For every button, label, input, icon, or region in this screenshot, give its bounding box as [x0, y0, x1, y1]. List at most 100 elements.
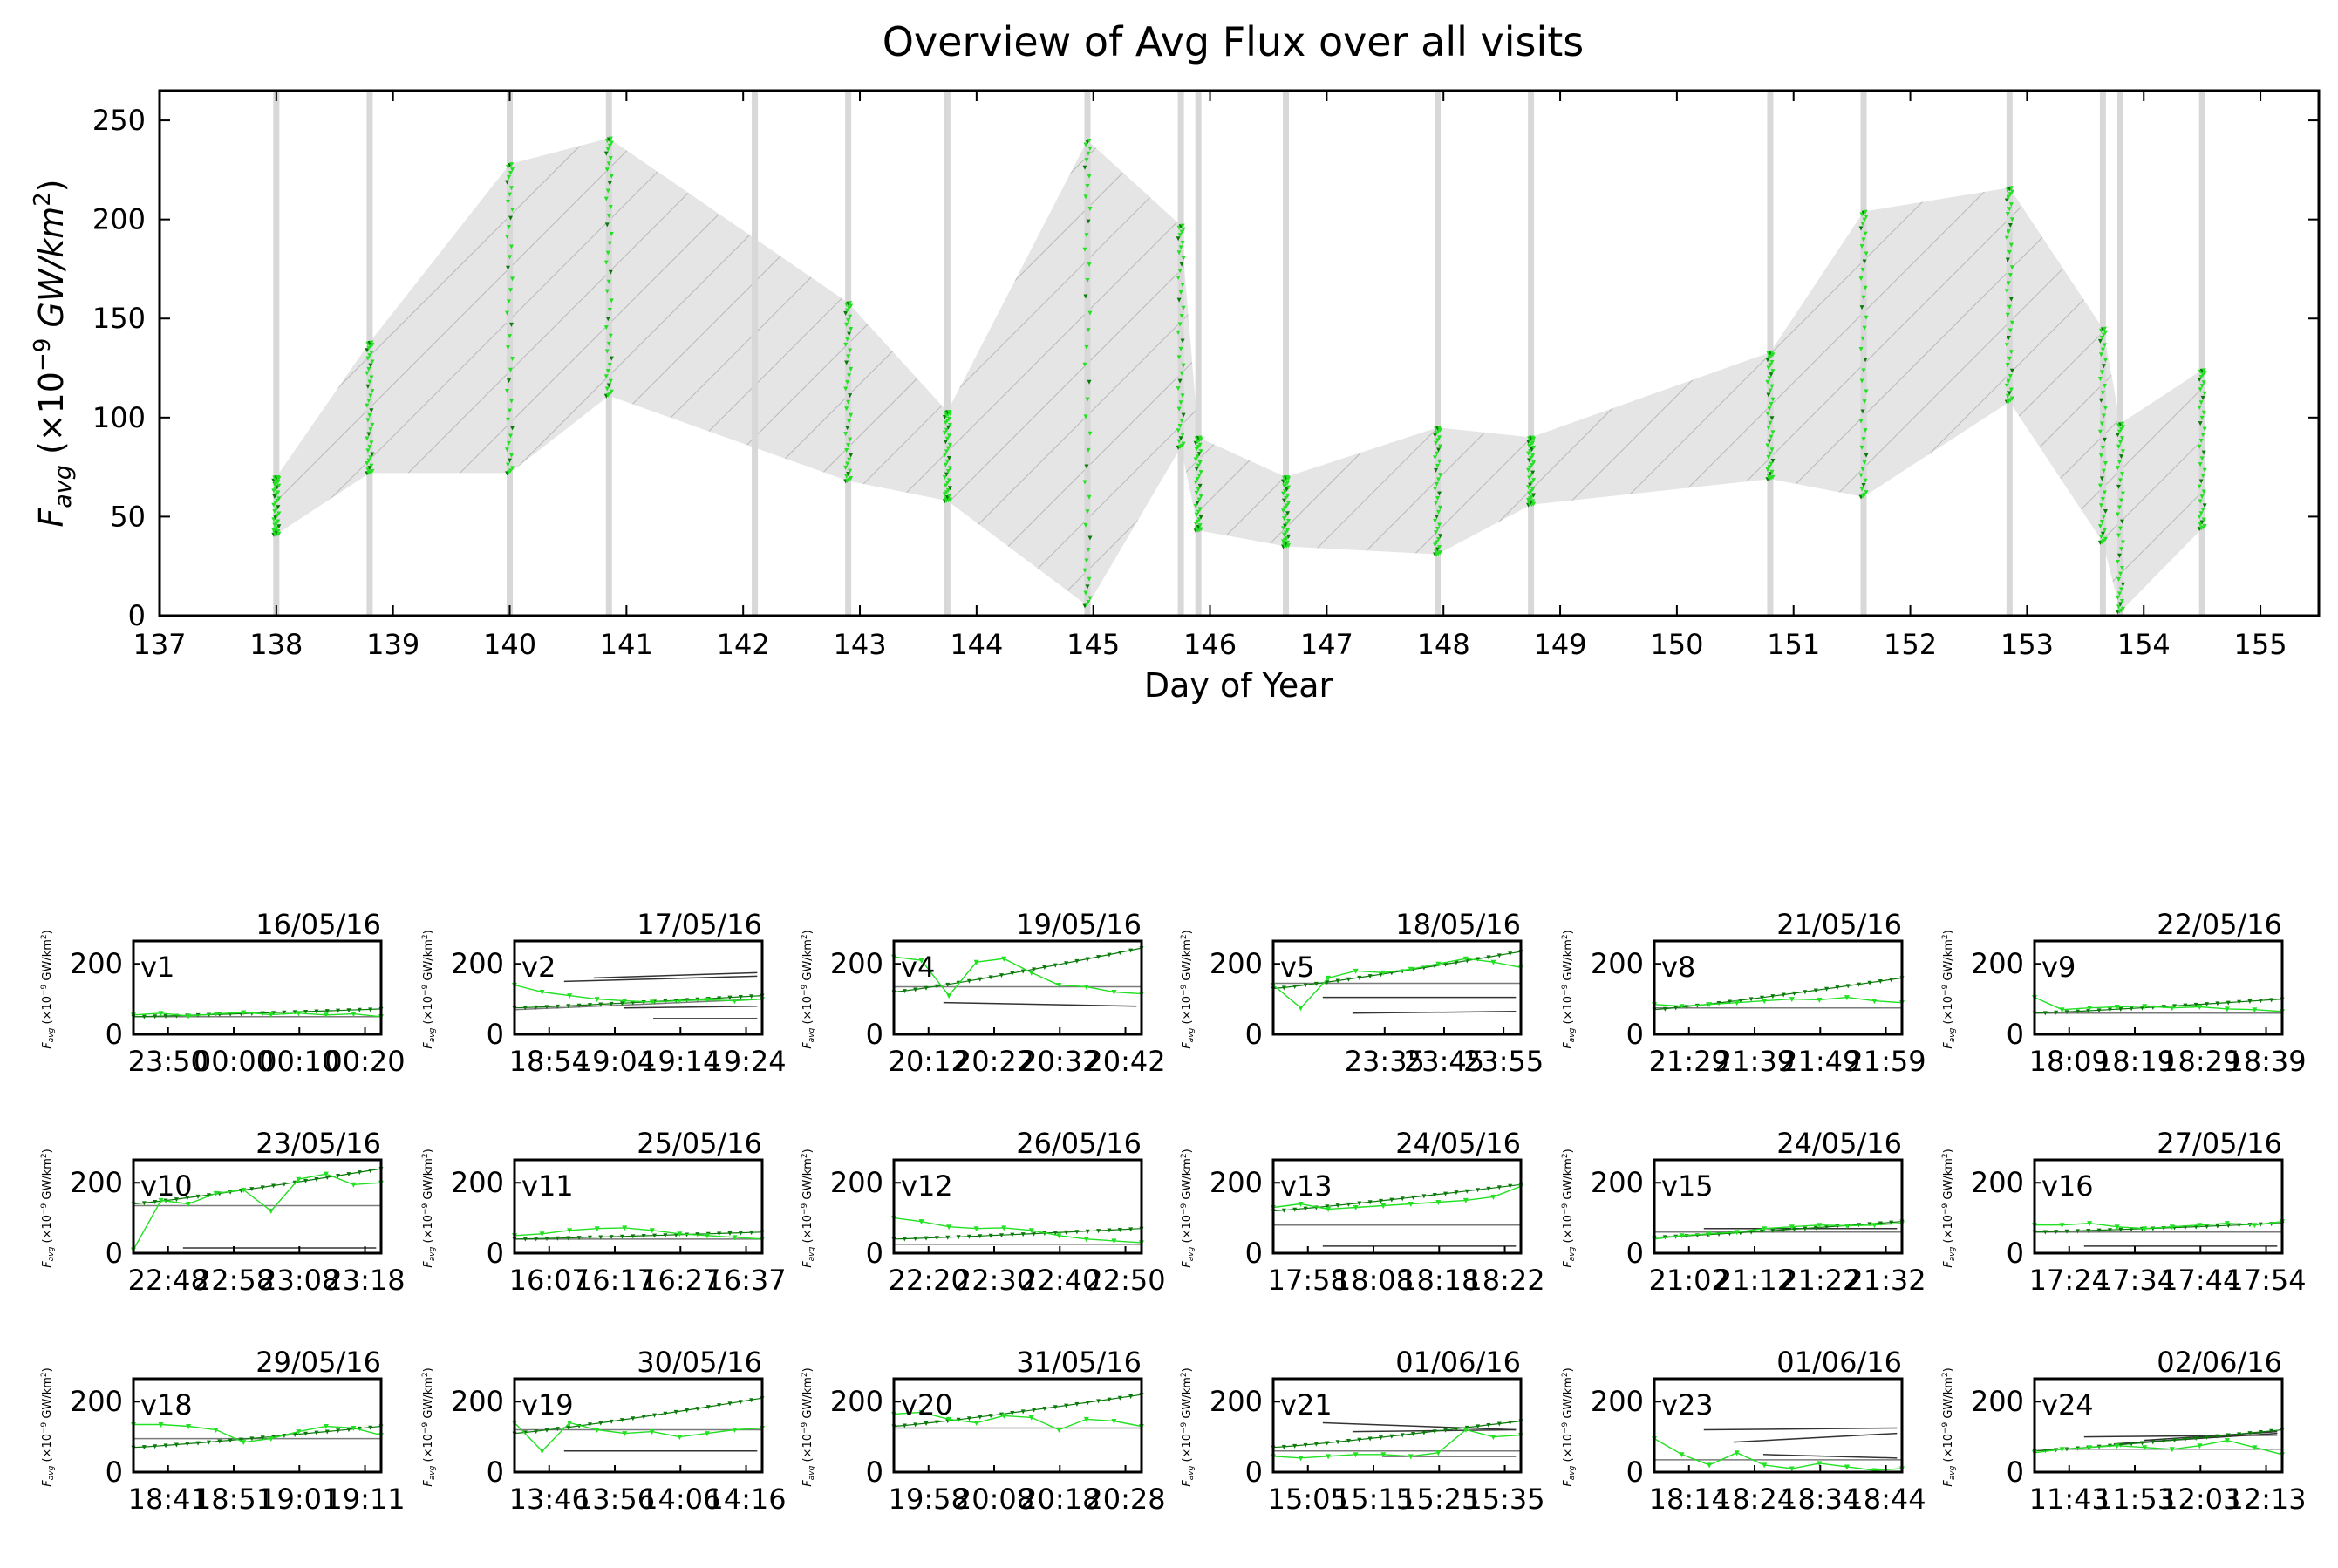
- flux-point-6-33: [1085, 183, 1090, 188]
- y-ticks: 0 50 100 150 200 250: [92, 104, 2319, 632]
- panel-y-tick-label-0: 0: [1245, 1018, 1263, 1051]
- panel-v12: Favg (×10−9 GW/km2) 0 200 22:2022:3022:4022…: [801, 1127, 1166, 1297]
- flux-point-6-11: [1083, 522, 1088, 528]
- flux-point-17-17: [2202, 467, 2207, 473]
- flux-point-10-11: [1434, 530, 1439, 535]
- flux-point-4-27: [848, 348, 853, 353]
- flux-point-14-10: [2009, 368, 2014, 373]
- flux-point-4-32: [844, 322, 849, 327]
- flux-point-12-41: [1769, 350, 1775, 355]
- flux-point-9-26: [1284, 495, 1289, 501]
- flux-point-15-16: [2101, 468, 2106, 474]
- flux-point-1-6: [369, 463, 374, 468]
- flux-point-1-5: [367, 466, 372, 471]
- panel-y-tick-label-1: 200: [830, 1166, 883, 1199]
- flux-point-3-30: [607, 181, 612, 186]
- flux-point-15-8: [2099, 519, 2104, 524]
- flux-point-14-12: [2007, 356, 2012, 361]
- flux-point-7-8: [1177, 424, 1183, 429]
- flux-point-12-10: [1770, 458, 1776, 463]
- flux-point-0-23: [275, 498, 280, 503]
- flux-point-1-19: [367, 412, 372, 418]
- flux-point-5-8: [944, 490, 949, 495]
- panel-y-tick-label-0: 0: [1245, 1237, 1263, 1270]
- flux-point-14-7: [2004, 383, 2009, 388]
- panel-x-tick-label-3: 22:50: [1085, 1264, 1165, 1297]
- panel-v2: Favg (×10−9 GW/km2) 0 200 18:5419:0419:1419…: [421, 908, 787, 1078]
- flux-point-6-28: [1082, 247, 1087, 252]
- flux-point-11-13: [1530, 487, 1536, 492]
- panel-visit-label: v12: [901, 1169, 953, 1203]
- flux-point-0-22: [273, 501, 278, 506]
- flux-point-2-11: [506, 417, 511, 422]
- flux-point-12-22: [1767, 406, 1772, 412]
- flux-point-4-13: [848, 437, 853, 442]
- flux-point-2-13: [509, 399, 515, 404]
- flux-point-8-31: [1198, 449, 1203, 454]
- flux-point-4-3: [849, 476, 854, 481]
- flux-point-16-13: [2119, 565, 2124, 570]
- flux-point-14-28: [2004, 235, 2009, 241]
- flux-point-9-31: [1286, 485, 1292, 490]
- flux-point-2-29: [507, 225, 512, 230]
- panel-frame: [2033, 1377, 2284, 1474]
- flux-point-5-28: [942, 430, 947, 435]
- flux-point-6-15: [1084, 464, 1089, 469]
- flux-point-14-31: [2009, 217, 2014, 222]
- flux-point-2-30: [508, 215, 514, 221]
- panel-frame: [1271, 939, 1523, 1036]
- flux-point-11-15: [1528, 482, 1533, 487]
- flux-point-16-36: [2116, 429, 2122, 434]
- main-chart: 137 138 139 140 141 142 143 144 145 146 147 148 149 1…: [30, 89, 2321, 705]
- flux-point-4-5: [846, 471, 851, 476]
- flux-point-11-34: [1530, 440, 1536, 446]
- flux-point-7-23: [1179, 314, 1184, 319]
- flux-point-0-19: [274, 507, 279, 512]
- panel-v8: Favg (×10−9 GW/km2)020021:2921:3921:4921…: [1561, 908, 1926, 1078]
- panel-y-tick-label-0: 0: [2007, 1456, 2024, 1489]
- flux-point-1-41: [369, 340, 374, 345]
- flux-point-13-24: [1864, 315, 1869, 320]
- panel-x-tick-label-3: 14:16: [705, 1483, 786, 1516]
- flux-point-10-20: [1437, 491, 1442, 496]
- flux-point-6-10: [1087, 535, 1093, 541]
- flux-point-3-11: [604, 349, 610, 354]
- flux-point-8-20: [1197, 483, 1203, 488]
- flux-point-12-35: [1765, 358, 1770, 363]
- panel-y-tick-label-0: 0: [1245, 1456, 1263, 1489]
- flux-point-6-27: [1087, 262, 1092, 267]
- flux-point-2-7: [505, 447, 510, 453]
- flux-point-17-10: [2202, 503, 2207, 508]
- panel-flux-line: [1653, 996, 1903, 1007]
- flux-point-2-41: [509, 162, 515, 167]
- flux-point-4-34: [848, 314, 853, 319]
- panel-date-label: 21/05/16: [1776, 908, 1902, 941]
- flux-point-2-34: [509, 186, 515, 191]
- flux-point-1-23: [368, 393, 373, 399]
- flux-point-4-7: [843, 465, 849, 470]
- flux-point-5-3: [947, 497, 952, 502]
- flux-point-13-38: [1864, 215, 1869, 220]
- flux-point-10-9: [1436, 536, 1442, 542]
- panel-flux-line: [133, 1423, 382, 1443]
- flux-point-9-15: [1283, 523, 1288, 528]
- panel-gray-line-0: [1703, 1427, 1898, 1431]
- panel-x-tick-label-0: 18:54: [509, 1045, 590, 1078]
- flux-point-17-6: [2201, 517, 2206, 522]
- flux-point-15-37: [2101, 332, 2106, 337]
- flux-point-4-9: [847, 457, 852, 462]
- flux-point-1-15: [366, 432, 371, 437]
- flux-point-3-6: [608, 378, 613, 384]
- flux-point-11-24: [1531, 460, 1537, 466]
- flux-point-5-16: [945, 469, 951, 474]
- flux-point-6-25: [1083, 294, 1088, 299]
- panel-x-tick-label-2: 21:22: [1780, 1264, 1860, 1297]
- flux-point-8-8: [1195, 519, 1200, 524]
- flux-point-13-5: [1861, 483, 1866, 488]
- flux-point-9-41: [1285, 475, 1291, 481]
- flux-point-3-18: [604, 289, 610, 294]
- panel-x-tick-label-2: 18:34: [1780, 1483, 1860, 1516]
- panel-gray-line-2: [623, 1005, 758, 1009]
- flux-point-15-34: [2102, 343, 2107, 348]
- flux-point-7-20: [1180, 338, 1185, 344]
